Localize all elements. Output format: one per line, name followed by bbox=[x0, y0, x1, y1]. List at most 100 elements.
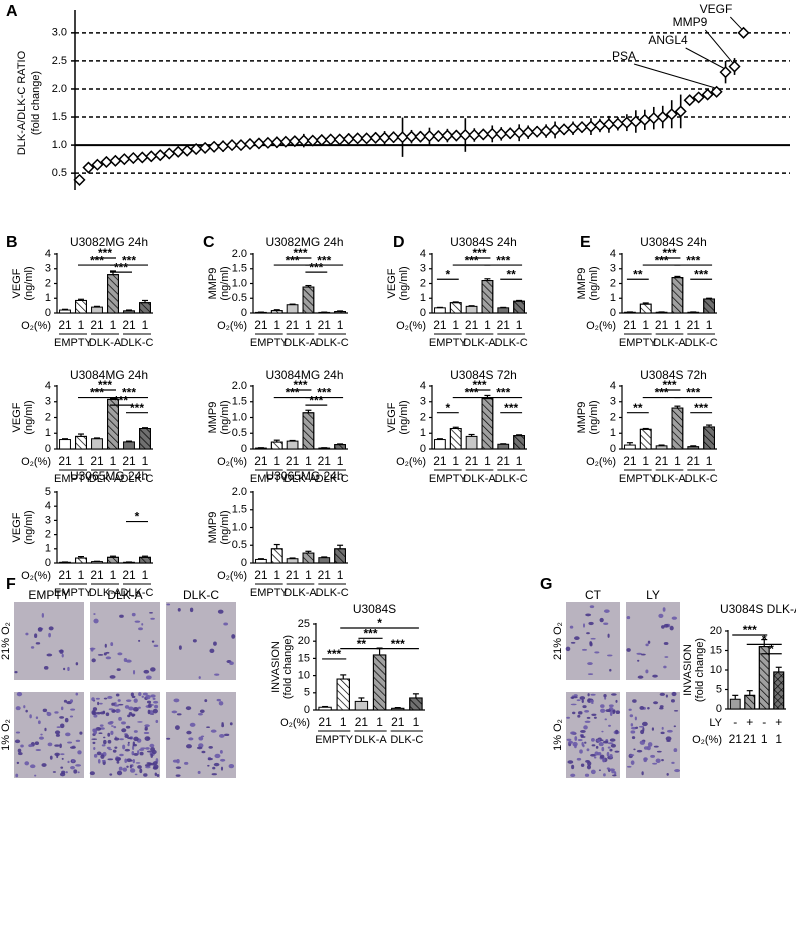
cell bbox=[224, 733, 230, 737]
x-tick-label: 21 bbox=[122, 318, 136, 332]
x-tick-label: 21 bbox=[687, 454, 701, 468]
x-tick-label: 1 bbox=[142, 568, 149, 582]
cell bbox=[49, 755, 53, 760]
cell bbox=[580, 763, 585, 768]
cell bbox=[580, 736, 586, 738]
bar-hatch bbox=[744, 694, 756, 710]
cell bbox=[661, 625, 665, 629]
y-axis-label: MMP9 bbox=[207, 512, 219, 544]
cell bbox=[59, 743, 62, 749]
x-tick-label: 21 bbox=[497, 318, 511, 332]
y-tick-label: 15 bbox=[710, 644, 722, 656]
cell bbox=[140, 747, 146, 750]
cell bbox=[211, 773, 217, 776]
cell bbox=[606, 767, 610, 770]
cell bbox=[665, 736, 672, 741]
treatment-label: - bbox=[733, 715, 737, 729]
cell bbox=[103, 736, 106, 739]
cell bbox=[127, 737, 133, 740]
cell bbox=[587, 662, 593, 666]
y-axis-label: (ng/ml) bbox=[219, 510, 231, 544]
data-point bbox=[163, 147, 176, 160]
cell bbox=[100, 727, 105, 730]
cell bbox=[586, 716, 591, 719]
cell bbox=[144, 724, 150, 728]
cell bbox=[117, 652, 123, 656]
cell bbox=[121, 721, 126, 725]
significance-label: *** bbox=[694, 401, 708, 415]
cell bbox=[63, 667, 66, 671]
data-point bbox=[692, 91, 705, 104]
cell bbox=[111, 702, 115, 706]
bar-hatch bbox=[481, 398, 494, 450]
cell bbox=[662, 607, 666, 612]
bar-hatch bbox=[75, 299, 87, 314]
y-tick-label: 25 bbox=[298, 618, 310, 630]
cell bbox=[637, 675, 644, 679]
cell bbox=[166, 603, 171, 606]
cell bbox=[115, 757, 121, 762]
y-tick-label: 1 bbox=[420, 427, 426, 439]
data-point bbox=[252, 137, 266, 150]
cell bbox=[118, 716, 122, 721]
cell bbox=[16, 691, 23, 697]
bar bbox=[91, 438, 103, 450]
cell bbox=[65, 771, 68, 774]
y-axis-label: (fold change) bbox=[694, 638, 706, 702]
y-tick-label: 2 bbox=[45, 277, 51, 289]
y-tick-label: 1 bbox=[610, 427, 616, 439]
cell bbox=[142, 692, 148, 696]
cell bbox=[35, 716, 39, 720]
cell bbox=[123, 658, 128, 663]
data-point bbox=[315, 133, 328, 147]
group-label: DLK-C bbox=[495, 337, 528, 349]
cell bbox=[208, 746, 213, 749]
y-tick-label: 0.5 bbox=[232, 539, 247, 551]
cell bbox=[93, 729, 98, 735]
cell bbox=[124, 705, 130, 709]
cell bbox=[626, 765, 632, 768]
cell bbox=[104, 643, 107, 648]
image-row-label: 21% O₂ bbox=[0, 622, 12, 660]
cell bbox=[95, 727, 102, 731]
cell bbox=[69, 746, 76, 749]
x-axis-label: O₂(%) bbox=[21, 456, 51, 468]
bar-hatch bbox=[671, 407, 684, 450]
x-tick-label: 21 bbox=[465, 454, 479, 468]
cell bbox=[127, 714, 131, 718]
cell bbox=[20, 744, 24, 748]
cell bbox=[630, 730, 636, 734]
cell bbox=[143, 731, 150, 734]
y-tick-label: 2.0 bbox=[232, 248, 247, 260]
cell bbox=[97, 654, 104, 656]
y-axis-label: VEGF bbox=[386, 268, 398, 298]
cell bbox=[189, 722, 196, 727]
cell bbox=[670, 699, 675, 703]
x-axis-label: O₂(%) bbox=[21, 570, 51, 582]
x-tick-label: 1 bbox=[452, 318, 459, 332]
data-point bbox=[584, 120, 598, 133]
image-row-label: 1% O₂ bbox=[552, 719, 564, 751]
cell bbox=[128, 706, 134, 711]
cell bbox=[137, 765, 142, 769]
x-tick-label: 1 bbox=[484, 318, 491, 332]
cell bbox=[98, 728, 101, 730]
cell bbox=[105, 656, 112, 660]
micrograph bbox=[166, 602, 236, 680]
x-tick-label: 21 bbox=[286, 454, 300, 468]
cell bbox=[199, 709, 205, 714]
cell bbox=[108, 708, 114, 711]
chart-title: U3084S 72h bbox=[640, 368, 707, 382]
cell bbox=[37, 627, 43, 632]
cell bbox=[125, 659, 132, 663]
cell bbox=[572, 696, 578, 699]
cell bbox=[606, 751, 610, 757]
cell bbox=[175, 774, 181, 777]
cell bbox=[603, 740, 609, 744]
group-label: DLK-C bbox=[316, 587, 349, 599]
y-axis-label: VEGF bbox=[11, 402, 23, 432]
group-label: EMPTY bbox=[315, 734, 354, 746]
bar bbox=[255, 558, 267, 564]
cell bbox=[586, 748, 590, 752]
cell bbox=[79, 731, 83, 735]
